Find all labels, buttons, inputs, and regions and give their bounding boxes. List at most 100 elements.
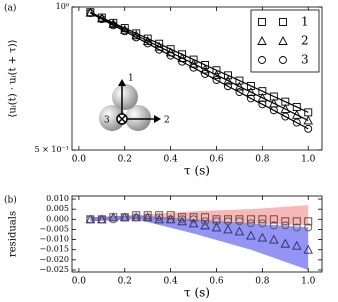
data-point bbox=[292, 217, 301, 226]
data-point bbox=[246, 219, 255, 228]
data-point bbox=[281, 217, 290, 226]
data-point bbox=[178, 57, 187, 66]
data-point bbox=[223, 75, 233, 85]
data-point bbox=[120, 24, 129, 32]
data-point bbox=[292, 109, 302, 119]
y-tick-label: −0.010 bbox=[39, 235, 69, 244]
data-point bbox=[200, 220, 210, 230]
data-point bbox=[166, 45, 175, 54]
data-point bbox=[211, 222, 222, 232]
data-point bbox=[178, 213, 187, 222]
data-point bbox=[212, 217, 221, 226]
data-point bbox=[234, 81, 245, 91]
x-tick-label: 0.6 bbox=[209, 277, 224, 287]
data-point bbox=[269, 106, 278, 115]
y-tick-label: 0.010 bbox=[46, 194, 69, 203]
legend-label: 1 bbox=[301, 15, 309, 29]
data-point bbox=[109, 215, 118, 224]
data-point bbox=[108, 212, 119, 222]
data-point bbox=[143, 213, 152, 222]
data-point bbox=[97, 13, 107, 23]
x-tick-label: 0.6 bbox=[209, 155, 224, 165]
data-point bbox=[165, 47, 176, 57]
data-point bbox=[132, 211, 141, 220]
data-point bbox=[155, 45, 164, 54]
data-point bbox=[166, 211, 175, 220]
data-point bbox=[281, 221, 290, 230]
data-point bbox=[120, 213, 129, 222]
data-point bbox=[292, 118, 301, 127]
data-point bbox=[246, 230, 256, 240]
data-point bbox=[224, 71, 232, 80]
legend-marker bbox=[257, 36, 267, 45]
data-point bbox=[280, 104, 291, 113]
data-point bbox=[132, 213, 141, 222]
data-point bbox=[235, 76, 244, 85]
axes-frame bbox=[71, 195, 323, 273]
data-point bbox=[235, 88, 244, 97]
data-point bbox=[201, 61, 209, 69]
data-point bbox=[155, 39, 164, 48]
data-point bbox=[86, 215, 95, 224]
data-point bbox=[304, 124, 313, 133]
legend-marker bbox=[279, 18, 287, 26]
data-point bbox=[258, 215, 267, 224]
data-point bbox=[132, 29, 141, 38]
data-point bbox=[258, 100, 267, 109]
legend-marker bbox=[278, 36, 288, 45]
legend-label: 2 bbox=[301, 34, 309, 48]
legend-marker bbox=[258, 18, 266, 26]
data-point bbox=[246, 215, 255, 224]
y-axis-label: ⟨uᵢ(t) · uᵢ(t + τ)⟩ bbox=[8, 39, 19, 117]
data-point bbox=[143, 39, 152, 48]
data-point bbox=[212, 66, 221, 75]
data-point bbox=[109, 21, 118, 30]
data-point bbox=[132, 33, 141, 42]
data-point bbox=[224, 215, 232, 224]
data-point bbox=[177, 53, 187, 62]
data-point bbox=[224, 217, 232, 226]
data-point bbox=[257, 232, 268, 242]
x-tick-label: 0.4 bbox=[163, 155, 178, 165]
data-point bbox=[120, 24, 130, 34]
data-point bbox=[246, 82, 255, 90]
data-point bbox=[292, 240, 302, 250]
data-point bbox=[166, 51, 175, 60]
data-point bbox=[246, 87, 256, 97]
data-point bbox=[143, 34, 152, 43]
y-tick-label: −0.020 bbox=[39, 255, 69, 264]
data-point bbox=[280, 238, 291, 248]
data-point bbox=[223, 224, 233, 234]
y-tick-label: 0.005 bbox=[46, 204, 69, 213]
inset-label: 1 bbox=[128, 74, 134, 84]
data-point bbox=[188, 218, 199, 228]
x-tick-label: 0.0 bbox=[72, 155, 87, 165]
legend-marker bbox=[279, 56, 287, 64]
data-point bbox=[120, 27, 129, 36]
data-point bbox=[303, 244, 313, 254]
inset-label: 3 bbox=[104, 116, 110, 126]
y-axis-label: residuals bbox=[8, 211, 19, 257]
x-tick-label: 0.4 bbox=[163, 277, 178, 287]
data-point bbox=[97, 15, 106, 24]
data-point bbox=[304, 217, 313, 226]
data-point bbox=[155, 213, 164, 222]
data-point bbox=[234, 226, 245, 236]
plot-area bbox=[90, 205, 309, 270]
confidence-band bbox=[90, 205, 309, 226]
y-tick-label: 5 × 10⁻¹ bbox=[35, 145, 70, 154]
y-tick-label: 0.000 bbox=[46, 214, 69, 223]
data-point bbox=[154, 214, 164, 224]
data-point bbox=[189, 213, 198, 222]
y-tick-label: −0.015 bbox=[39, 245, 69, 254]
panel-label: (b) bbox=[4, 195, 17, 206]
x-tick-label: 0.2 bbox=[118, 155, 132, 165]
y-tick-label: −0.005 bbox=[39, 224, 69, 233]
x-tick-label: 1.0 bbox=[301, 155, 316, 165]
x-axis-label: τ (s) bbox=[184, 286, 210, 300]
legend-label: 3 bbox=[301, 53, 309, 67]
data-point bbox=[188, 58, 199, 68]
data-point bbox=[143, 211, 152, 220]
x-tick-label: 0.0 bbox=[72, 277, 87, 287]
